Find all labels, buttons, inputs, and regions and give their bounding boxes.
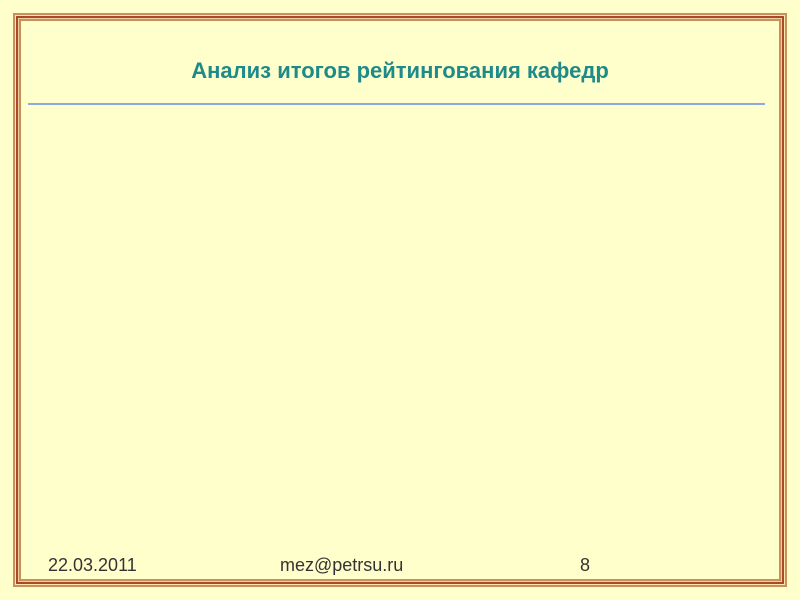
footer-page-number: 8 [580, 555, 591, 575]
slide-title: Анализ итогов рейтингования кафедр [191, 58, 609, 83]
title-divider [28, 103, 765, 105]
footer-email: mez@petrsu.ru [280, 555, 404, 575]
footer-date: 22.03.2011 [48, 555, 137, 575]
slide-frame [13, 13, 787, 587]
